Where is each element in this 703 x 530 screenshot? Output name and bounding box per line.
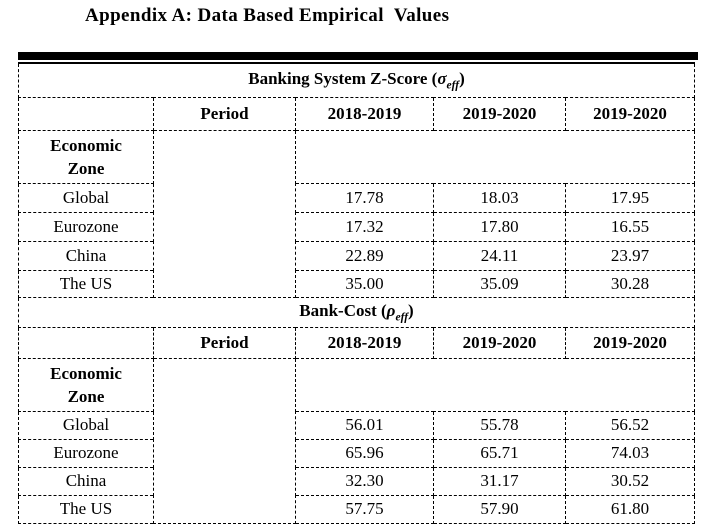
value-cell: 17.78 <box>295 182 434 213</box>
zone-header-cell: Economic Zone <box>18 357 154 412</box>
symbol-subscript: eff <box>446 78 460 92</box>
table-row: Economic Zone <box>18 357 696 524</box>
symbol-subscript: eff <box>395 310 409 324</box>
value-cell: 32.30 <box>295 466 434 496</box>
corner-spacer-cell <box>18 326 154 359</box>
table-row: Eurozone 17.32 17.80 16.55 <box>18 211 696 242</box>
zone-label: Global <box>18 410 154 440</box>
value-cell: 24.11 <box>433 240 566 271</box>
value-cell: 35.00 <box>295 269 434 298</box>
value-cell: 23.97 <box>564 240 696 271</box>
value-cell: 74.03 <box>564 438 696 468</box>
period-spacer-cell <box>153 357 296 524</box>
section-title-closing: ) <box>459 69 465 89</box>
table-row: Banking System Z-Score (σeff) <box>17 62 696 98</box>
zone-label: The US <box>18 269 154 298</box>
zone-header-cell: Economic Zone <box>18 129 154 184</box>
value-cell: 56.01 <box>295 410 434 440</box>
value-cell: 57.90 <box>433 494 566 524</box>
zone-label: Eurozone <box>18 211 154 242</box>
zone-label: The US <box>18 494 154 524</box>
section-title-zscore: Banking System Z-Score (σeff) <box>17 62 696 98</box>
table-row: Period 2018-2019 2019-2020 2019-2020 <box>18 96 696 131</box>
year-column-header: 2018-2019 <box>295 96 434 131</box>
period-spacer-cell <box>153 129 296 298</box>
year-column-header: 2019-2020 <box>433 96 566 131</box>
table-row: Global 17.78 18.03 17.95 <box>18 182 696 213</box>
values-spacer-cell <box>294 357 696 412</box>
value-cell: 30.28 <box>564 269 696 298</box>
table-top-rule <box>18 52 698 60</box>
year-column-header: 2019-2020 <box>564 96 696 131</box>
table-row: Economic Zone <box>18 129 696 298</box>
value-cell: 65.96 <box>295 438 434 468</box>
page-title: Appendix A: Data Based Empirical Values <box>85 5 450 26</box>
section-title-closing: ) <box>408 300 414 320</box>
value-cell: 55.78 <box>433 410 566 440</box>
zone-label: China <box>18 240 154 271</box>
value-cell: 16.55 <box>564 211 696 242</box>
value-cell: 31.17 <box>433 466 566 496</box>
table-row: China 32.30 31.17 30.52 <box>18 466 696 496</box>
rho-symbol: ρeff <box>386 300 409 324</box>
table-row: Period 2018-2019 2019-2020 2019-2020 <box>18 326 696 359</box>
year-column-header: 2018-2019 <box>295 326 434 359</box>
value-cell: 22.89 <box>295 240 434 271</box>
period-column-header: Period <box>153 326 296 359</box>
corner-spacer-cell <box>18 96 154 131</box>
section-title-bankcost: Bank-Cost (ρeff) <box>17 296 696 328</box>
section-title-text: Bank-Cost ( <box>299 300 387 320</box>
table-row: The US 35.00 35.09 30.28 <box>18 269 696 298</box>
period-column-header: Period <box>153 96 296 131</box>
zone-label: Global <box>18 182 154 213</box>
zone-label: Eurozone <box>18 438 154 468</box>
value-cell: 17.32 <box>295 211 434 242</box>
zone-label: China <box>18 466 154 496</box>
value-cell: 61.80 <box>564 494 696 524</box>
table-row: The US 57.75 57.90 61.80 <box>18 494 696 524</box>
section-title-text: Banking System Z-Score ( <box>248 69 438 89</box>
table-row: China 22.89 24.11 23.97 <box>18 240 696 271</box>
value-cell: 17.80 <box>433 211 566 242</box>
value-cell: 65.71 <box>433 438 566 468</box>
sigma-symbol: σeff <box>437 69 460 92</box>
values-spacer-cell <box>294 129 696 184</box>
value-cell: 30.52 <box>564 466 696 496</box>
year-column-header: 2019-2020 <box>433 326 566 359</box>
value-cell: 18.03 <box>433 182 566 213</box>
value-cell: 57.75 <box>295 494 434 524</box>
empirical-values-table: Banking System Z-Score (σeff) Period 201… <box>17 62 696 524</box>
year-column-header: 2019-2020 <box>564 326 696 359</box>
value-cell: 17.95 <box>564 182 696 213</box>
table-row: Global 56.01 55.78 56.52 <box>18 410 696 440</box>
value-cell: 35.09 <box>433 269 566 298</box>
table-row: Eurozone 65.96 65.71 74.03 <box>18 438 696 468</box>
table-row: Bank-Cost (ρeff) <box>17 296 696 328</box>
value-cell: 56.52 <box>564 410 696 440</box>
